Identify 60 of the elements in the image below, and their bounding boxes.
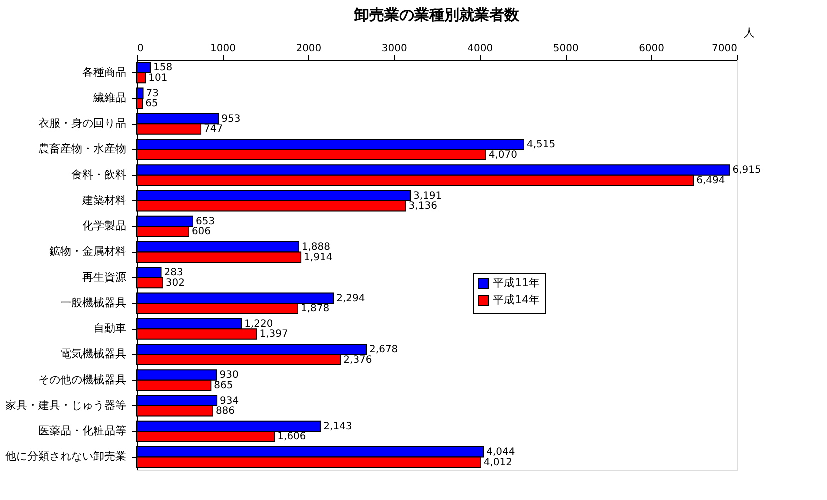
data-label: 1,220 (244, 318, 274, 330)
data-label: 4,070 (488, 150, 518, 161)
x-tick-label: 0 (138, 44, 144, 54)
y-tick-label: 他に分類されない卸売業 (6, 450, 126, 464)
y-tick-label: 食料・飲料 (72, 168, 126, 182)
y-tick-label: 化学製品 (82, 220, 126, 233)
data-label: 2,294 (336, 293, 366, 304)
x-axis-title: 人 (744, 26, 755, 40)
data-label: 886 (216, 406, 236, 418)
x-tick-label: 2000 (296, 44, 322, 54)
chart-title: 卸売業の業種別就業者数 (354, 6, 520, 24)
y-tick-label: 建築材料 (82, 194, 126, 207)
legend-label: 平成14年 (493, 294, 540, 307)
data-label: 1,878 (300, 304, 330, 315)
data-label: 2,143 (324, 421, 352, 432)
y-tick-label: 家具・建具・じゅう器等 (6, 398, 126, 412)
y-tick-label: その他の機械器具 (38, 373, 126, 386)
x-tick-label: 5000 (553, 44, 579, 54)
data-label: 1,606 (278, 432, 306, 443)
data-label: 73 (146, 88, 159, 100)
data-label: 1,888 (302, 242, 330, 254)
data-label: 3,191 (414, 190, 442, 202)
data-label: 65 (146, 98, 158, 110)
data-label: 4,012 (484, 457, 513, 468)
data-label: 653 (196, 216, 216, 228)
data-label: 302 (166, 278, 185, 289)
data-label: 158 (154, 62, 173, 74)
y-tick-label: 鉱物・金属材料 (50, 245, 126, 258)
y-tick-label: 電気機械器具 (60, 348, 126, 361)
data-label: 6,494 (696, 175, 726, 186)
data-label: 2,376 (344, 354, 372, 366)
legend-label: 平成11年 (493, 276, 540, 290)
data-label: 1,397 (260, 329, 288, 340)
x-tick-label: 1000 (210, 44, 236, 54)
data-label: 101 (148, 72, 168, 84)
data-label: 2,678 (370, 344, 398, 356)
y-tick-label: 農畜産物・水産物 (38, 142, 126, 156)
x-tick-label: 6000 (639, 44, 665, 54)
data-label: 865 (214, 380, 234, 392)
y-tick-label: 繊維品 (92, 91, 126, 104)
y-tick-label: 医薬品・化粧品等 (38, 424, 126, 438)
y-tick-label: 自動車 (94, 322, 126, 336)
x-tick-label: 3000 (382, 44, 408, 54)
data-label: 6,915 (732, 165, 762, 176)
y-tick-label: 再生資源 (82, 270, 126, 284)
data-label: 930 (220, 370, 239, 382)
x-tick-label: 4000 (468, 44, 494, 54)
data-label: 1,914 (304, 252, 333, 264)
data-label: 283 (164, 268, 184, 279)
data-label: 934 (220, 396, 240, 407)
data-label: 4,044 (486, 447, 516, 458)
data-label: 953 (222, 114, 241, 125)
data-label: 606 (192, 226, 212, 238)
y-tick-label: 一般機械器具 (60, 296, 126, 310)
data-label: 3,136 (408, 201, 438, 212)
data-label: 747 (204, 124, 224, 136)
data-label: 4,515 (527, 140, 556, 151)
x-tick-label: 7000 (712, 44, 738, 54)
y-tick-label: 衣服・身の回り品 (38, 117, 126, 130)
y-tick-label: 各種商品 (82, 66, 126, 79)
